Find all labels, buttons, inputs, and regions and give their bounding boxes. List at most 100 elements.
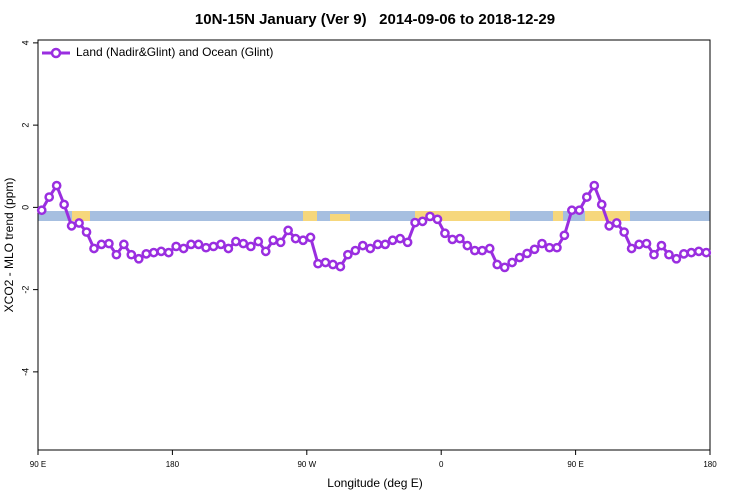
data-point	[589, 180, 600, 191]
data-point	[313, 258, 323, 269]
data-point	[283, 225, 293, 236]
y-tick-label: 2	[20, 123, 30, 128]
data-point	[604, 221, 615, 231]
land-patch	[330, 214, 350, 221]
data-point	[290, 233, 301, 244]
data-point	[402, 237, 413, 248]
data-point	[514, 252, 525, 263]
data-point	[529, 244, 540, 255]
data-point	[544, 242, 555, 253]
legend-marker	[50, 47, 62, 59]
data-point	[641, 238, 652, 249]
data-point	[701, 247, 712, 258]
data-point	[537, 238, 547, 249]
data-point	[36, 205, 47, 216]
data-point	[507, 257, 517, 268]
data-point	[245, 241, 256, 252]
data-point	[417, 216, 428, 227]
ocean-band	[38, 211, 710, 221]
data-point	[171, 241, 181, 252]
chart-title: 10N-15N January (Ver 9) 2014-09-06 to 20…	[195, 11, 555, 28]
data-point	[178, 243, 189, 254]
data-point	[231, 236, 241, 247]
land-patch	[415, 211, 510, 221]
data-point	[611, 218, 622, 228]
data-point	[365, 243, 376, 254]
data-point	[328, 259, 338, 270]
data-point	[238, 238, 249, 249]
land-patch	[585, 211, 630, 221]
data-point	[268, 235, 279, 246]
data-point	[574, 205, 585, 216]
land-patch	[553, 211, 563, 221]
data-point	[126, 249, 137, 260]
data-point	[395, 233, 405, 244]
data-point	[552, 242, 562, 253]
x-tick-label: 180	[703, 460, 717, 469]
data-point	[634, 239, 644, 250]
data-point	[44, 192, 55, 202]
data-point	[462, 240, 473, 251]
data-point	[619, 227, 629, 237]
data-point	[567, 205, 577, 216]
data-point	[679, 248, 689, 259]
land-patch	[303, 211, 317, 221]
data-point	[148, 247, 159, 258]
data-point	[357, 240, 368, 251]
data-point	[626, 243, 637, 254]
data-point	[320, 257, 331, 268]
data-point	[253, 236, 264, 247]
x-axis-label: Longitude (deg E)	[327, 476, 422, 490]
y-tick-label: -2	[20, 286, 30, 294]
data-point	[119, 239, 129, 250]
data-point	[484, 243, 495, 254]
data-point	[447, 234, 458, 245]
x-tick-label: 90 E	[567, 460, 583, 469]
data-point	[455, 233, 465, 244]
data-point	[596, 199, 607, 210]
data-point	[432, 214, 443, 225]
data-point	[469, 245, 480, 256]
x-tick-label: 0	[439, 460, 444, 469]
data-point	[335, 261, 346, 272]
data-point	[410, 217, 420, 228]
legend-label: Land (Nadir&Glint) and Ocean (Glint)	[76, 45, 273, 59]
y-tick-label: -4	[20, 368, 30, 376]
data-point	[305, 232, 316, 243]
data-point	[216, 239, 226, 250]
land-patch	[72, 211, 90, 221]
data-point	[81, 227, 92, 237]
data-point	[133, 253, 144, 264]
data-point	[201, 242, 211, 253]
data-point	[89, 243, 99, 254]
data-point	[59, 199, 69, 210]
data-point	[186, 239, 196, 250]
data-point	[477, 245, 488, 256]
data-point	[499, 262, 510, 273]
data-point	[260, 246, 271, 257]
data-point	[156, 246, 167, 257]
data-point	[387, 235, 398, 246]
data-point	[208, 241, 219, 252]
data-point	[649, 249, 659, 260]
data-point	[74, 218, 84, 228]
data-point	[686, 247, 697, 258]
y-tick-label: 4	[20, 40, 30, 45]
data-point	[163, 247, 174, 258]
y-tick-label: 0	[20, 205, 30, 210]
data-point	[193, 239, 204, 250]
data-point	[141, 248, 152, 259]
data-point	[66, 221, 77, 231]
data-point	[51, 180, 62, 191]
data-point	[223, 243, 234, 254]
y-axis-label: XCO2 - MLO trend (ppm)	[2, 178, 16, 313]
data-point	[380, 239, 391, 250]
data-point	[372, 239, 383, 250]
map-strip	[38, 211, 710, 221]
data-point	[559, 230, 570, 241]
data-point	[671, 253, 682, 264]
data-point	[111, 249, 122, 260]
data-point	[343, 249, 353, 260]
data-point	[275, 237, 286, 248]
